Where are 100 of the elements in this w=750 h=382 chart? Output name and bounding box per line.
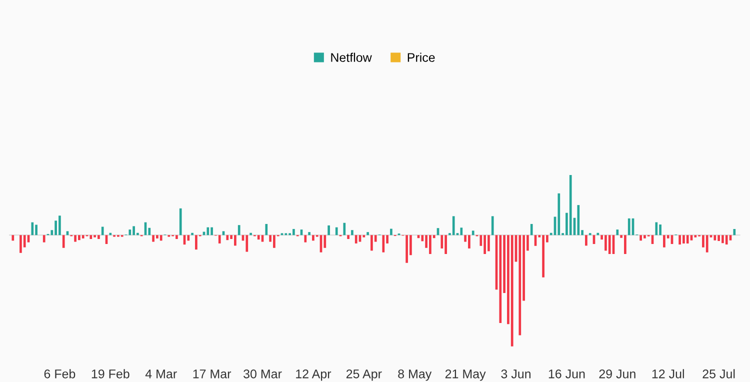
bar [718, 235, 720, 241]
bar [195, 235, 198, 250]
bar [468, 235, 470, 248]
bar [624, 235, 626, 254]
bar [655, 222, 658, 236]
x-tick-label: 4 Mar [145, 370, 177, 378]
bar [312, 235, 314, 241]
bar [351, 230, 354, 236]
bar [530, 224, 533, 236]
bar [640, 235, 642, 241]
bar [179, 208, 182, 236]
bar [499, 235, 502, 323]
bar [20, 235, 22, 253]
bar [518, 235, 522, 336]
bar [31, 222, 34, 236]
bar [265, 224, 268, 236]
bar [628, 218, 630, 236]
bar [160, 235, 162, 241]
bar [682, 235, 685, 244]
bar [390, 228, 392, 236]
bar [406, 235, 408, 263]
bar [261, 235, 264, 242]
bar [101, 226, 104, 236]
x-tick-label: 17 Mar [193, 370, 232, 378]
bar [152, 235, 154, 242]
bar [246, 235, 248, 252]
bar [62, 235, 65, 248]
bar [257, 235, 260, 240]
bar [109, 232, 112, 236]
bar [98, 235, 100, 239]
bar [644, 235, 646, 238]
bar [128, 230, 132, 236]
bar [686, 235, 689, 244]
x-tick-label: 12 Jul [652, 369, 684, 378]
bar [206, 227, 210, 236]
bar [210, 227, 213, 236]
bar [733, 228, 736, 236]
bar [12, 235, 14, 241]
bar [472, 230, 474, 236]
bar [558, 193, 560, 236]
bar [238, 225, 240, 236]
bar [176, 235, 178, 239]
bar [706, 235, 708, 252]
bar [596, 232, 600, 236]
x-tick-label: 3 Jun [501, 369, 530, 378]
bar [722, 235, 724, 244]
bar [234, 235, 236, 246]
bar [90, 235, 92, 239]
bar [569, 175, 572, 236]
bar [429, 235, 432, 254]
x-tick-label: 30 Mar [244, 369, 282, 378]
bar [347, 235, 350, 239]
bar [335, 227, 338, 236]
x-tick-label: 21 May [445, 369, 486, 381]
bar [663, 235, 666, 248]
bar [370, 235, 373, 251]
x-tick-label: 25 Jul [702, 369, 735, 378]
bar [725, 235, 728, 245]
bar [354, 235, 358, 244]
bar [444, 235, 447, 254]
bar [156, 235, 158, 238]
bar [78, 235, 80, 240]
bar [187, 235, 190, 241]
bar [678, 235, 681, 245]
bar [191, 232, 194, 236]
x-tick-label: 29 Jun [599, 369, 636, 378]
bar [452, 216, 455, 236]
bar [58, 216, 61, 236]
bar [250, 232, 252, 236]
bar [358, 235, 362, 242]
bar [308, 232, 310, 236]
x-tick-label: 19 Feb [92, 369, 130, 378]
bar [273, 235, 276, 248]
bar [343, 222, 346, 236]
bar [328, 225, 330, 236]
bar [491, 216, 494, 236]
bar [132, 226, 135, 236]
bar [366, 232, 369, 236]
bar [42, 235, 46, 242]
bar [585, 235, 588, 246]
bar [74, 235, 76, 242]
bar [510, 235, 514, 346]
bar [484, 235, 486, 254]
bar [82, 235, 84, 238]
bar [542, 235, 544, 278]
x-tick-label: 16 Jun [548, 369, 585, 378]
legend-label: Netflow [331, 52, 372, 62]
bar [488, 235, 490, 252]
bar [714, 235, 716, 240]
x-tick-label: 25 Apr [346, 369, 382, 381]
bar [460, 228, 463, 236]
x-tick-label: 8 May [398, 369, 432, 381]
bar [382, 235, 385, 252]
x-tick-label: 6 Feb [44, 369, 76, 378]
bar [659, 224, 662, 236]
bar [577, 205, 580, 236]
legend-label: Price [408, 52, 435, 62]
x-tick-label: 12 Apr [296, 369, 332, 381]
bar [292, 228, 295, 236]
bar [35, 224, 38, 236]
